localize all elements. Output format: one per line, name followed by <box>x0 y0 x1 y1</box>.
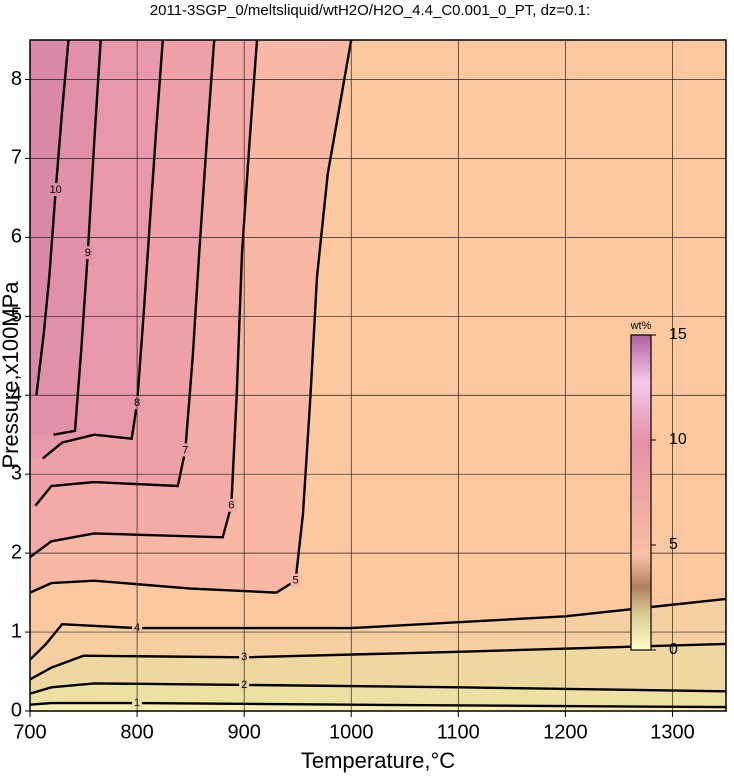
contour-label-bg <box>226 498 237 512</box>
y-tick-label: 8 <box>11 68 22 90</box>
contour-label-bg <box>82 246 93 260</box>
contour-label: 7 <box>182 444 188 456</box>
contour-label-bg <box>180 443 191 457</box>
contour-label: 10 <box>50 184 62 196</box>
colorbar-tick-label: 0 <box>669 641 678 658</box>
x-tick-label: 900 <box>227 721 260 743</box>
x-tick-label: 1000 <box>329 721 374 743</box>
y-tick-label: 1 <box>11 620 22 642</box>
contour-line <box>35 39 70 396</box>
contour-label-bg <box>50 182 61 196</box>
y-tick-label: 4 <box>11 384 22 406</box>
plot-frame <box>29 39 727 712</box>
colorbar-tick-label: 15 <box>669 326 687 343</box>
x-tick-label: 700 <box>13 721 46 743</box>
y-tick-label: 7 <box>11 147 22 169</box>
colorbar-tick-label: 5 <box>669 536 678 553</box>
contour-line <box>29 642 727 681</box>
contour-label-bg <box>290 573 301 587</box>
contour-label: 9 <box>85 247 91 259</box>
x-tick-label: 800 <box>120 721 153 743</box>
contour-label: 5 <box>292 575 298 587</box>
colorbar-tick-label: 10 <box>669 431 687 448</box>
chart-title: 2011-3SGP_0/meltsliquid/wtH2O/H2O_4.4_C0… <box>150 2 590 19</box>
contour-line <box>29 682 727 695</box>
contour-line <box>53 39 102 436</box>
x-axis-label: Temperature,°C <box>301 748 455 773</box>
y-axis-label: Pressure,x100MPa <box>0 281 23 469</box>
y-tick-label: 5 <box>11 305 22 327</box>
colorbar-label: wt% <box>630 320 652 332</box>
x-tick-label: 1100 <box>437 721 480 743</box>
contour-fill <box>30 40 69 396</box>
x-tick-label: 1200 <box>543 721 588 743</box>
y-tick-label: 0 <box>11 699 22 721</box>
x-tick-label: 1300 <box>650 721 695 743</box>
colorbar <box>630 334 652 651</box>
y-tick-label: 3 <box>11 462 22 484</box>
y-tick-label: 2 <box>11 541 22 563</box>
y-tick-label: 6 <box>11 226 22 248</box>
contour-label: 6 <box>228 500 234 512</box>
